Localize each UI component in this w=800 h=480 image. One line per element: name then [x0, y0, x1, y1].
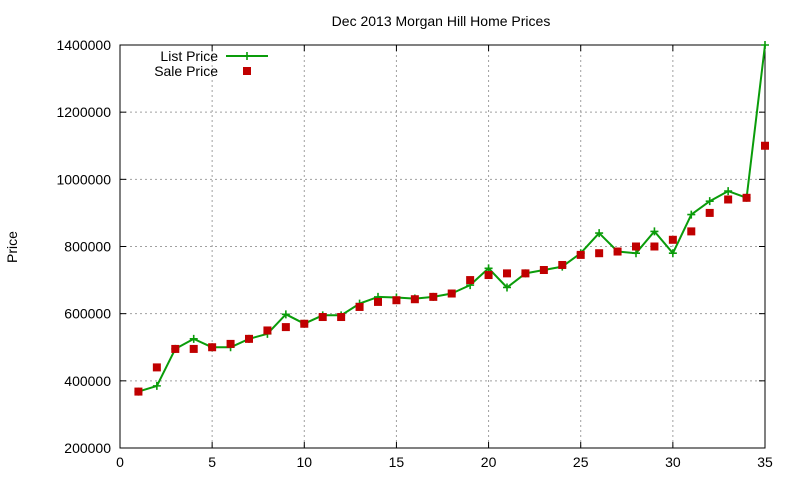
legend-sample-sale-price-marker	[243, 67, 251, 75]
x-tick-label: 5	[208, 454, 216, 470]
sale-price-point	[226, 339, 235, 348]
sale-price-point	[595, 249, 604, 258]
list-price-point	[724, 187, 733, 196]
sale-price-point	[410, 295, 419, 304]
list-price-point	[189, 334, 198, 343]
axes: 0 5 10 15 20 25 30 35 200000 400000 600000 800000 10…	[56, 37, 773, 470]
list-price-point	[484, 264, 493, 273]
x-tick-label: 35	[757, 454, 773, 470]
list-price-point	[503, 283, 511, 292]
sale-price-point	[687, 227, 696, 236]
x-tick-label: 15	[389, 454, 405, 470]
list-price-point	[705, 197, 714, 206]
x-tick-label: 20	[481, 454, 497, 470]
sale-price-point	[521, 269, 530, 278]
y-tick-label: 600000	[64, 306, 111, 322]
sale-price-point	[355, 302, 364, 311]
data-series	[134, 41, 769, 396]
legend-label-sale-price: Sale Price	[154, 63, 218, 79]
sale-price-point	[281, 323, 290, 332]
y-tick-label: 1200000	[56, 104, 111, 120]
sale-price-point	[208, 343, 217, 352]
list-price-point	[761, 41, 769, 49]
sale-price-point	[484, 271, 493, 280]
legend: List Price Sale Price	[154, 48, 268, 79]
sale-price-point	[576, 250, 585, 259]
sale-price-point	[503, 269, 511, 278]
sale-price-point	[152, 363, 161, 372]
y-tick-label: 1400000	[56, 37, 111, 53]
sale-price-point	[705, 208, 714, 217]
sale-price-point	[613, 247, 622, 256]
sale-price-point	[742, 193, 751, 202]
sale-price-point	[374, 297, 382, 306]
gridlines	[120, 45, 765, 448]
y-tick-label: 1000000	[56, 171, 111, 187]
sale-price-point	[447, 289, 456, 298]
legend-sample-list-price-marker	[243, 52, 251, 60]
sale-price-point	[392, 296, 401, 305]
sale-price-point	[761, 141, 769, 150]
sale-price-point	[189, 344, 198, 353]
list-price-point	[595, 229, 604, 238]
list-price-point	[281, 310, 290, 319]
x-tick-label: 25	[573, 454, 589, 470]
sale-price-point	[337, 313, 346, 322]
sale-price-point	[724, 195, 733, 204]
sale-price-point	[300, 319, 309, 328]
x-tick-label: 10	[296, 454, 312, 470]
sale-price-point	[650, 242, 659, 251]
list-price-point	[668, 249, 677, 258]
legend-label-list-price: List Price	[160, 48, 218, 64]
plot-border	[119, 44, 766, 449]
sale-price-point	[318, 313, 327, 322]
sale-price-point	[668, 235, 677, 244]
y-tick-label: 200000	[64, 440, 111, 456]
sale-price-point	[134, 387, 143, 396]
list-price-point	[152, 381, 161, 390]
sale-price-point	[632, 242, 640, 251]
sale-price-point	[245, 334, 253, 343]
list-price-point	[650, 227, 659, 236]
y-axis-label: Price	[4, 231, 20, 263]
sale-price-point	[539, 266, 548, 275]
sale-price-point	[429, 292, 438, 301]
x-tick-label: 30	[665, 454, 681, 470]
y-tick-label: 400000	[64, 373, 111, 389]
sale-price-point	[466, 276, 475, 285]
list-price-point	[687, 210, 696, 219]
chart-title: Dec 2013 Morgan Hill Home Prices	[332, 13, 551, 29]
x-tick-label: 0	[116, 454, 124, 470]
y-tick-label: 800000	[64, 239, 111, 255]
sale-price-point	[558, 260, 567, 269]
sale-price-point	[171, 344, 180, 353]
list-price-point	[632, 249, 640, 258]
sale-price-point	[263, 326, 272, 335]
